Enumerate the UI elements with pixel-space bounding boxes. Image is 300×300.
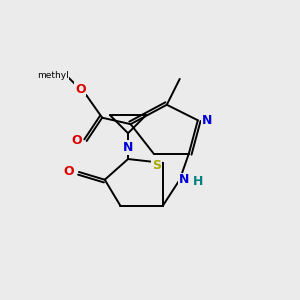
Text: methyl: methyl: [37, 70, 69, 80]
Text: H: H: [193, 175, 203, 188]
Text: O: O: [71, 134, 82, 148]
Text: O: O: [75, 83, 86, 96]
Text: N: N: [202, 114, 212, 127]
Text: S: S: [152, 159, 161, 172]
Text: N: N: [123, 141, 133, 154]
Text: N: N: [178, 173, 189, 186]
Text: O: O: [63, 166, 74, 178]
